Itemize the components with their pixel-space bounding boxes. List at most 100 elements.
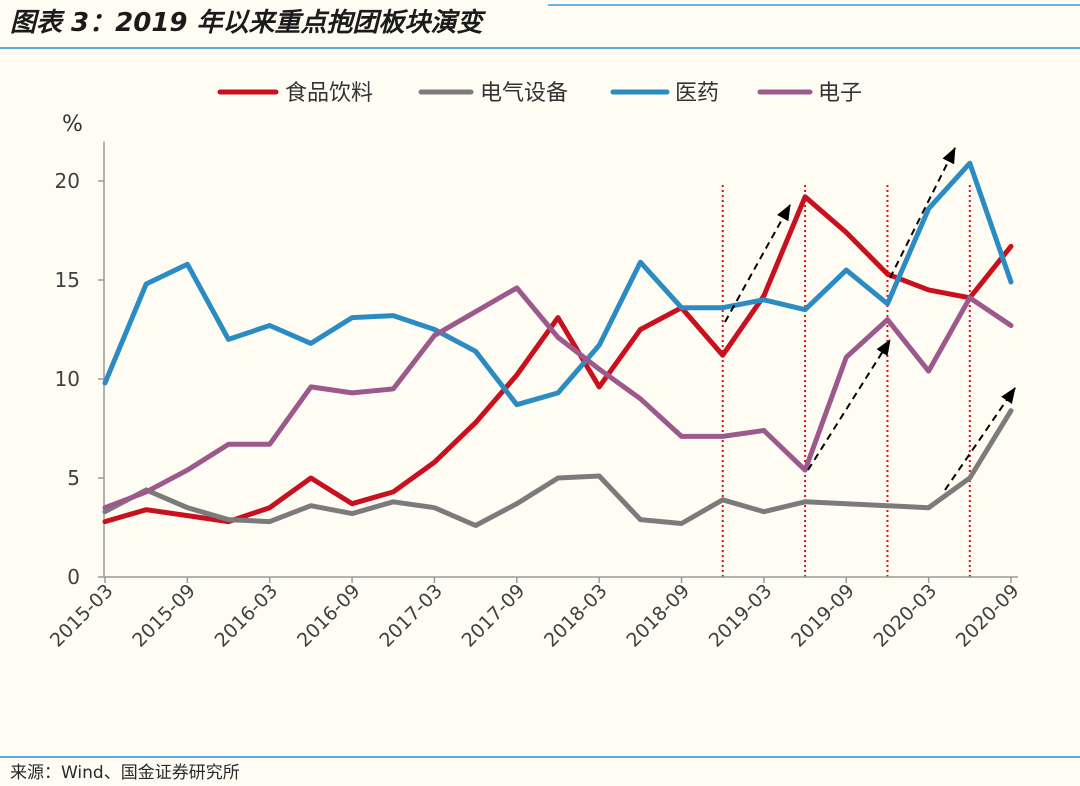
series-point [432, 505, 437, 510]
x-tick-label: 2018-03 [540, 580, 612, 652]
series-point [144, 507, 149, 512]
series-point [267, 519, 272, 524]
trend-arrow [944, 387, 1016, 491]
x-tick-label: 2015-09 [128, 580, 200, 652]
y-axis-unit-label: % [62, 112, 83, 137]
x-tick-label: 2020-03 [869, 580, 941, 652]
series-point [391, 386, 396, 391]
series-point [432, 460, 437, 465]
series-point [556, 335, 560, 340]
series-point [556, 390, 560, 395]
series-point [103, 505, 107, 510]
series-point [803, 468, 808, 473]
series-point [926, 505, 931, 510]
series-point [1009, 323, 1013, 328]
legend-label-pharma: 医药 [675, 81, 719, 106]
trend-arrow [807, 339, 891, 471]
series-point [185, 513, 190, 518]
reference-lines [721, 185, 971, 577]
series-point [185, 505, 190, 510]
series [102, 160, 1014, 528]
series-food-beverage [102, 194, 1014, 525]
series-point [844, 355, 849, 360]
series-point [638, 517, 643, 522]
series-point [556, 476, 560, 480]
legend-label-electrical-equipment: 电气设备 [480, 81, 568, 106]
series-point [967, 476, 972, 480]
series-point [103, 509, 107, 514]
series-point [885, 317, 890, 322]
series-point [308, 476, 313, 480]
series-point [679, 521, 684, 526]
y-tick-label: 15 [55, 268, 80, 292]
series-point [267, 323, 272, 328]
x-tick-label: 2019-03 [705, 580, 777, 652]
series-point [350, 315, 355, 320]
series-point [679, 305, 684, 310]
y-tick-label: 5 [67, 466, 80, 490]
series-point [350, 390, 355, 395]
trend-arrow [724, 204, 791, 323]
x-tick-label: 2016-09 [293, 580, 365, 652]
series-point [267, 505, 272, 510]
series-point [514, 285, 519, 290]
series-point [1009, 408, 1013, 413]
series-point [103, 519, 107, 524]
series-pharma [102, 160, 1014, 408]
legend-item-food-beverage: 食品饮料 [217, 81, 373, 106]
series-point [720, 305, 725, 310]
series-point [144, 282, 149, 286]
series-point [391, 499, 396, 504]
y-tick-label: 0 [67, 565, 80, 589]
figure-title: 图表 3：2019 年以来重点抱团板块演变 [10, 8, 483, 38]
series-point [473, 420, 478, 425]
series-point [514, 373, 519, 377]
series-electronics [102, 285, 1014, 511]
series-point [761, 509, 766, 514]
source-note: 来源：Wind、国金证券研究所 [10, 763, 240, 783]
series-point [1009, 280, 1013, 284]
series-point [391, 489, 396, 494]
legend-label-food-beverage: 食品饮料 [285, 81, 373, 106]
series-point [720, 434, 725, 439]
legend-item-electrical-equipment: 电气设备 [418, 81, 568, 106]
series-point [226, 517, 231, 522]
series-point [1009, 244, 1013, 249]
series-point [514, 501, 519, 506]
series-point [350, 501, 355, 506]
series-point [926, 369, 931, 374]
series-point [185, 468, 190, 473]
series-point [267, 442, 272, 447]
series-point [926, 206, 931, 211]
series-point [514, 402, 519, 407]
series-point [556, 315, 560, 320]
series-point [226, 337, 231, 342]
series-point [144, 489, 149, 494]
series-point [597, 367, 602, 372]
series-point [473, 309, 478, 314]
x-tick-label: 2017-03 [375, 580, 447, 652]
series-point [803, 194, 808, 199]
y-tick-label: 20 [55, 169, 80, 193]
series-point [391, 313, 396, 318]
series-point [350, 511, 355, 516]
x-tick-label: 2019-09 [787, 580, 859, 652]
x-tick-label: 2018-09 [622, 580, 694, 652]
series-point [597, 343, 602, 348]
series-point [885, 272, 890, 277]
series-point [103, 381, 107, 385]
series-point [803, 307, 808, 312]
series-point [885, 503, 890, 508]
series-point [926, 287, 931, 292]
series-point [638, 327, 643, 332]
series-point [638, 396, 643, 401]
series-point [720, 497, 725, 502]
series-point [432, 327, 437, 332]
series-point [720, 353, 725, 358]
series-point [308, 341, 313, 346]
series-point [308, 384, 313, 389]
series-line-pharma [102, 160, 1014, 408]
x-tick-label: 2016-03 [211, 580, 283, 652]
series-line-food-beverage [102, 194, 1014, 525]
